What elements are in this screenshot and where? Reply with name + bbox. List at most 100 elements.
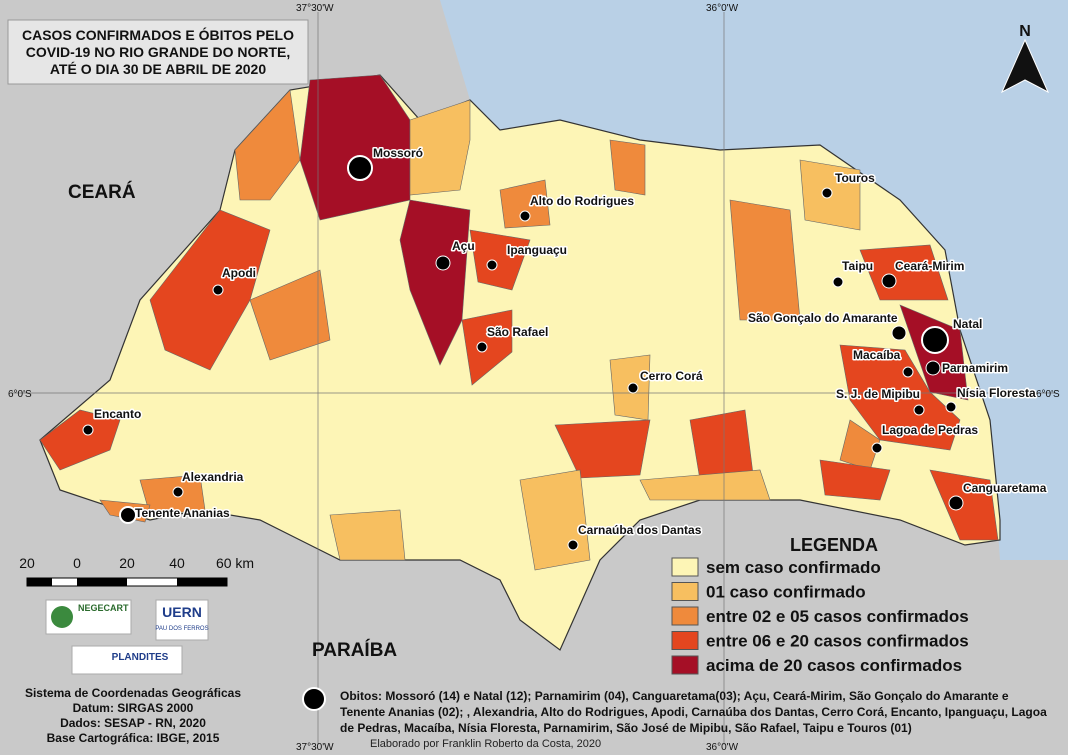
logo-text: PLANDITES <box>112 652 169 663</box>
north-arrow: N <box>1000 23 1050 94</box>
municipality <box>139 474 206 516</box>
city-dot <box>172 486 184 498</box>
title-box <box>7 19 309 85</box>
city-dot <box>891 325 907 341</box>
scale-label: 20 <box>119 555 135 571</box>
legend-swatch <box>671 582 699 601</box>
logo-box <box>71 645 183 675</box>
info-line: Datum: SIRGAS 2000 <box>73 701 194 715</box>
city-dot <box>948 495 964 511</box>
logo-box <box>155 599 209 641</box>
scale-segment <box>177 578 227 586</box>
municipality <box>859 244 949 301</box>
logo-icon <box>51 606 73 628</box>
city-label: Nísia Floresta <box>957 386 1036 400</box>
city-dot <box>902 366 914 378</box>
city-label: Alexandria <box>182 470 244 484</box>
city-label: Ipanguaçu <box>507 243 567 257</box>
city-label: Parnamirim <box>942 361 1008 375</box>
deaths-symbol <box>302 687 326 711</box>
logo-text: UERN <box>162 604 202 620</box>
city-label: São Rafael <box>487 325 548 339</box>
info-line: Sistema de Coordenadas Geográficas <box>25 686 241 700</box>
municipality <box>819 459 891 501</box>
city-label: Tenente Ananias <box>135 506 230 520</box>
city-label: São Gonçalo do Amarante <box>748 311 898 325</box>
municipality <box>929 469 999 541</box>
municipality <box>399 199 471 366</box>
municipality <box>469 229 531 291</box>
city-dot <box>945 401 957 413</box>
legend-swatch <box>671 631 699 650</box>
city-label: Taipu <box>842 259 873 273</box>
scale-bar: 20 0 20 40 60 km <box>19 555 254 587</box>
city-dot <box>627 382 639 394</box>
city-dot <box>925 360 941 376</box>
title-line: COVID-19 NO RIO GRANDE DO NORTE, <box>26 44 290 60</box>
scale-label: 40 <box>169 555 185 571</box>
graticule-labels: 37°30'W 36°0'W 37°30'W 36°0'W 6°0'S 6°0'… <box>8 3 1060 753</box>
city-label: Apodi <box>222 266 256 280</box>
city-label: Touros <box>835 171 875 185</box>
legend-label: entre 02 e 05 casos confirmados <box>706 607 969 626</box>
sea <box>440 0 1068 560</box>
city-label: Cerro Corá <box>640 369 703 383</box>
municipality <box>729 199 801 321</box>
city-dot <box>212 284 224 296</box>
city-label: Mossoró <box>373 146 423 160</box>
deaths-note: Obitos: Mossoró (14) e Natal (12); Parna… <box>340 689 1047 735</box>
municipality <box>639 469 771 501</box>
title-line: ATÉ O DIA 30 DE ABRIL DE 2020 <box>50 61 266 77</box>
city-label: Carnaúba dos Dantas <box>578 523 702 537</box>
city-label: S. J. de Mipibu <box>836 387 920 401</box>
city-label: Macaíba <box>853 348 901 362</box>
municipality <box>329 509 406 561</box>
north-label: N <box>1019 23 1031 40</box>
city-label: Natal <box>953 317 982 331</box>
coord-label: 37°30'W <box>296 742 334 753</box>
coord-label: 37°30'W <box>296 3 334 14</box>
municipality <box>249 269 331 361</box>
legend-swatch <box>671 606 699 626</box>
title: CASOS CONFIRMADOS E ÓBITOS PELO COVID-19… <box>22 26 294 77</box>
city-dot <box>82 424 94 436</box>
municipality <box>499 179 551 229</box>
cities: Mossoró Açu Ipanguaçu Alto do Rodrigues Apod… <box>82 145 1048 551</box>
scale-label: 60 km <box>216 555 254 571</box>
logo-text: PAU DOS FERROS <box>155 626 208 632</box>
title-line: CASOS CONFIRMADOS E ÓBITOS PELO <box>22 26 294 43</box>
legend: sem caso confirmado 01 caso confirmado ent… <box>671 557 969 675</box>
municipality <box>409 99 471 196</box>
municipality <box>234 89 301 201</box>
city-dot <box>435 255 451 271</box>
city-label: Encanto <box>94 407 141 421</box>
legend-label: entre 06 e 20 casos confirmados <box>706 632 969 651</box>
city-dot <box>913 404 925 416</box>
city-label: Ceará-Mirim <box>895 259 964 273</box>
city-label: Lagoa de Pedras <box>882 423 978 437</box>
legend-swatch <box>671 557 699 577</box>
city-dot <box>832 276 844 288</box>
city-label: Açu <box>452 239 475 253</box>
city-dot <box>921 326 949 354</box>
legend-title: LEGENDA <box>790 535 878 555</box>
municipality <box>839 344 961 451</box>
city-dot <box>881 273 897 289</box>
legend-label: sem caso confirmado <box>706 558 881 577</box>
coord-label: 36°0'W <box>706 3 739 14</box>
coord-label: 6°0'S <box>1036 389 1060 400</box>
city-label: Alto do Rodrigues <box>530 194 634 208</box>
info: Sistema de Coordenadas Geográficas Datum… <box>25 686 241 745</box>
city-dot <box>821 187 833 199</box>
scale-label: 20 <box>19 555 35 571</box>
city-dot <box>871 442 883 454</box>
region-label: PARAÍBA <box>312 639 397 661</box>
scale-segment <box>27 578 52 586</box>
municipality <box>554 419 651 479</box>
legend-swatch <box>671 655 699 675</box>
city-label: Canguaretama <box>963 481 1047 495</box>
city-dot <box>486 259 498 271</box>
municipality <box>609 139 646 196</box>
